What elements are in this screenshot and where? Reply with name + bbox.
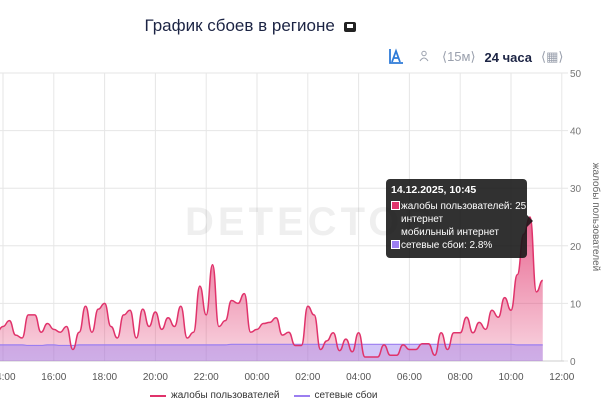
network-line (0, 343, 543, 347)
y-axis-label: жалобы пользователей (590, 163, 602, 272)
tooltip-mobile-internet: мобильный интернет (401, 227, 499, 238)
tooltip-header: 14.12.2025, 10:45 (391, 184, 477, 196)
complaints-swatch (391, 201, 400, 210)
monitor-icon (343, 21, 356, 32)
legend-item-network[interactable]: сетевые сбои (293, 390, 378, 401)
legend: жалобы пользователей сетевые сбои (150, 390, 392, 401)
tooltip-complaints: жалобы пользователей: 25 (401, 201, 527, 212)
legend-line-complaints (150, 394, 166, 397)
network-area (0, 344, 543, 361)
y-tick-label: 30 (570, 184, 582, 195)
y-tick-label: 40 (570, 127, 582, 138)
person-icon[interactable] (418, 50, 430, 65)
period-selector[interactable]: 24 часа (484, 49, 533, 65)
chart-area-icon[interactable] (388, 47, 404, 67)
legend-line-network (293, 394, 310, 397)
y-tick-label: 20 (570, 242, 582, 253)
tooltip-internet: интернет (401, 214, 444, 225)
network-swatch (391, 240, 400, 249)
chart-title: График сбоев в регионе (144, 16, 335, 35)
page-title: График сбоев в регионе (0, 16, 500, 36)
legend-label-complaints: жалобы пользователей (171, 390, 280, 401)
x-tick-label: 10:00 (498, 372, 523, 383)
y-tick-label: 50 (570, 69, 582, 80)
x-tick-label: 06:00 (397, 372, 422, 383)
y-tick-label: 0 (570, 357, 576, 368)
interval-selector[interactable]: ⟨15м⟩ (442, 49, 476, 64)
x-tick-label: 02:00 (295, 372, 320, 383)
date-picker-button[interactable]: ⟨▦⟩ (541, 49, 564, 64)
x-tick-label: 08:00 (448, 372, 473, 383)
legend-item-complaints[interactable]: жалобы пользователей (150, 390, 280, 401)
x-tick-label: 18:00 (92, 372, 117, 383)
x-tick-label: 04:00 (346, 372, 371, 383)
legend-label-network: сетевые сбои (314, 390, 378, 401)
y-tick-label: 10 (570, 299, 582, 310)
x-tick-label: 12:00 (549, 372, 574, 383)
x-tick-label: 00:00 (244, 372, 269, 383)
x-tick-label: 20:00 (143, 372, 168, 383)
x-tick-label: 16:00 (41, 372, 66, 383)
chart-toolbar: ⟨15м⟩ 24 часа ⟨▦⟩ (388, 47, 572, 67)
tooltip-network: сетевые сбои: 2.8% (401, 240, 493, 251)
x-tick-label: 14:00 (0, 372, 16, 383)
x-tick-label: 22:00 (194, 372, 219, 383)
tooltip: 14.12.2025, 10:45 жалобы пользователей: … (386, 179, 533, 258)
